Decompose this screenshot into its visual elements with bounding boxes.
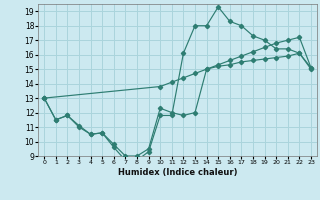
X-axis label: Humidex (Indice chaleur): Humidex (Indice chaleur) [118, 168, 237, 177]
